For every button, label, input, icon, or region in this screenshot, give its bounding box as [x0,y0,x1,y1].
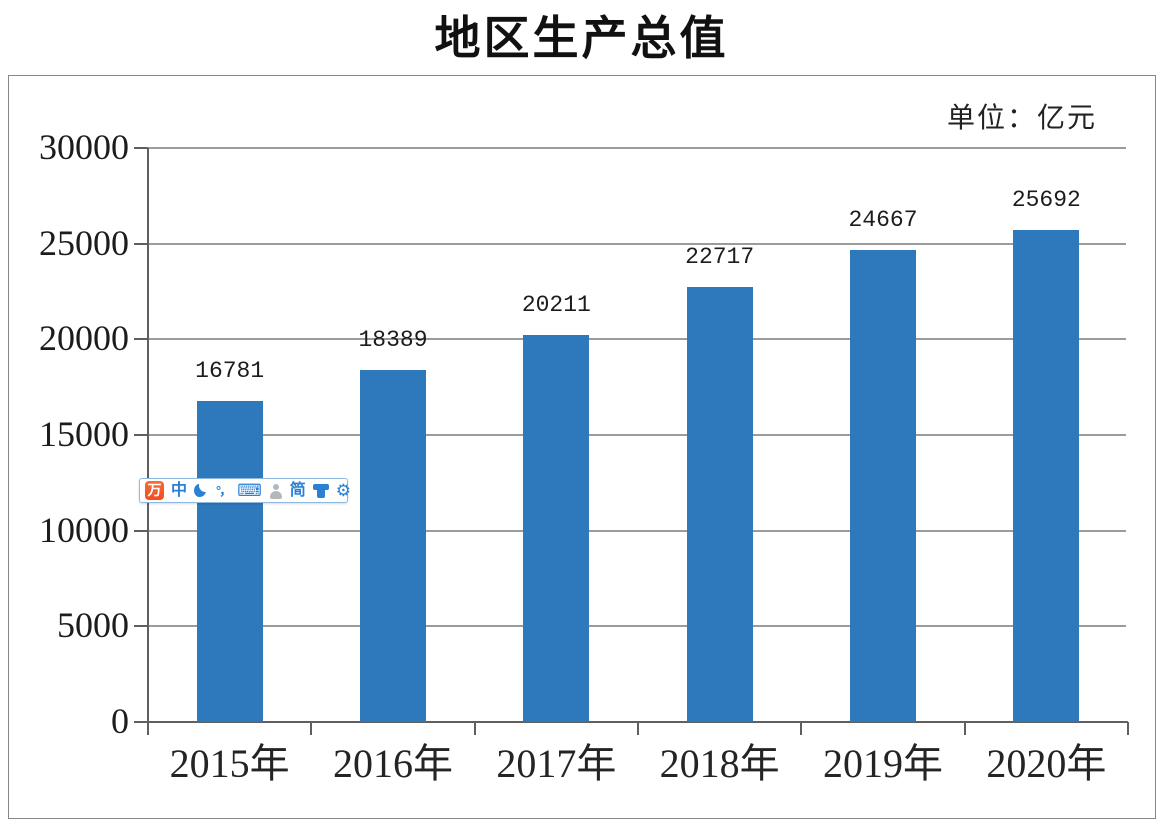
x-tick [800,722,803,735]
fullwidth-moon-icon[interactable] [194,483,209,498]
x-category-label: 2017年 [496,741,617,786]
bar [686,287,753,722]
chinese-english-toggle-icon[interactable]: 中 [171,482,188,499]
punctuation-toggle-icon[interactable]: °， [216,483,232,498]
x-axis-line [134,721,1128,723]
y-tick [134,529,148,532]
bar [523,335,590,722]
bar-value-label: 16781 [195,357,265,384]
y-tick [134,625,148,628]
x-category-label: 2018年 [659,741,780,786]
x-category-label: 2019年 [822,741,943,786]
y-axis-line [147,148,149,735]
y-tick-label: 15000 [39,414,129,454]
bar [196,400,263,722]
y-tick-label: 25000 [39,222,129,263]
x-tick [147,722,149,735]
y-tick-label: 5000 [57,605,129,646]
gridline [148,625,1126,628]
y-tick [134,147,148,149]
tshirt-shape [312,483,329,498]
chart-title: 地区生产总值 [434,12,729,64]
y-tick-label: 30000 [39,127,129,167]
bar-value-label: 24667 [848,207,918,234]
unit-label: 单位：亿元 [946,102,1097,133]
y-tick-label: 20000 [39,318,129,359]
x-tick [473,722,476,735]
chart-frame: 单位：亿元 0 5000 10000 15000 20000 25000 30000 1678… [8,75,1156,819]
x-category-label: 2015年 [169,741,290,786]
y-tick-label: 0 [111,701,129,741]
gridline [148,147,1126,149]
settings-gear-icon[interactable]: ⚙ [335,481,352,500]
gridline [148,338,1126,341]
user-account-icon[interactable] [269,483,283,499]
bar [360,370,426,722]
gridline [148,434,1126,436]
x-tick [963,722,966,735]
x-tick [1127,722,1129,735]
moon-shape [194,483,209,498]
sogou-logo-icon[interactable]: 万 [145,481,164,500]
person-shape [269,483,283,499]
bar [850,250,916,722]
bar-value-label: 22717 [685,244,755,271]
gridline [148,529,1126,532]
y-tick [134,338,148,341]
bar-value-label: 18389 [358,327,428,354]
soft-keyboard-icon[interactable]: ⌨ [237,481,262,500]
gridline [148,242,1126,245]
bar [1013,230,1080,722]
x-category-label: 2020年 [986,741,1107,786]
bar-value-label: 25692 [1011,187,1081,214]
x-tick [310,722,313,735]
ime-toolbar[interactable]: 万 中 °， ⌨ 简 ⚙ [139,478,352,503]
y-tick [134,434,148,436]
x-tick [637,722,639,735]
skin-tshirt-icon[interactable] [312,483,329,498]
simplified-traditional-toggle-icon[interactable]: 简 [289,482,306,499]
x-category-label: 2016年 [332,741,453,786]
y-tick-label: 10000 [39,509,129,550]
y-tick [134,242,148,245]
bar-value-label: 20211 [521,292,591,319]
